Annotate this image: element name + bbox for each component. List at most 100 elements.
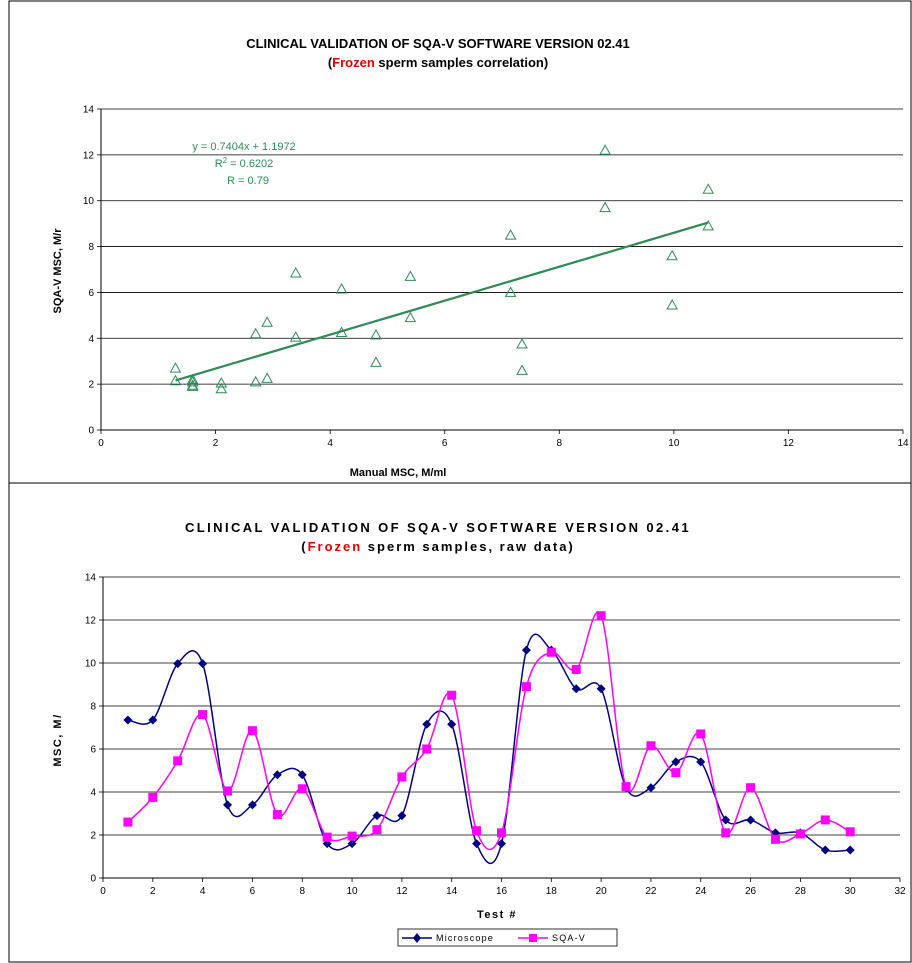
chart1-point [215,382,228,394]
chart1-title-highlight: Frozen [332,55,375,70]
chart2-point-microscope [223,800,233,810]
chart2-point-microscope [173,659,183,669]
chart2-point-microscope [696,757,706,767]
chart2-point-sqa-v [621,782,631,792]
chart2-ytick-label: 12 [85,616,97,627]
chart2-point-microscope [596,684,606,694]
chart1-point [186,379,199,390]
chart2-xtick-label: 6 [250,886,256,897]
chart1-ytick-label: 8 [88,242,94,253]
chart2-point-sqa-v [397,772,407,782]
chart2-ytick-label: 0 [90,874,96,885]
chart2-point-sqa-v [173,756,183,766]
chart2-point-sqa-v [521,682,531,692]
chart2-xtick-label: 4 [200,886,206,897]
chart1-xtick-label: 2 [213,438,219,449]
chart1-point [169,362,182,373]
chart2-xlabel: Test # [477,909,517,921]
chart1-point [666,249,678,261]
chart2-point-sqa-v [746,783,756,793]
chart1-point [404,311,417,323]
chart2-point-sqa-v [123,817,133,827]
chart2-title-line1: CLINICAL VALIDATION OF SQA-V SOFTWARE VE… [185,520,691,535]
chart2-xtick-label: 14 [446,886,458,897]
chart2-point-sqa-v [322,832,332,842]
chart1-xtick-label: 10 [668,438,680,449]
chart1-point [289,266,302,278]
chart2-point-sqa-v [820,815,830,825]
chart2-point-sqa-v [696,729,706,739]
chart2-xtick-label: 24 [695,886,707,897]
chart1-trend-r: R = 0.79 [227,175,269,187]
chart2-point-sqa-v [845,827,855,837]
chart2-xtick-label: 22 [645,886,657,897]
chart1-point [249,327,262,339]
chart2-series-line-microscope [127,633,851,865]
legend-box [397,928,618,947]
chart1-point [504,286,517,297]
chart2-point-sqa-v [272,810,282,820]
chart2-xtick-label: 10 [347,886,359,897]
chart1-point [702,219,715,231]
chart2-xtick-label: 20 [596,886,608,897]
chart2-ylabel: MSC, M/ [52,713,64,766]
chart1-trendline [175,221,709,382]
chart2-ytick-label: 14 [85,573,97,584]
chart1-point [370,328,382,340]
chart1-point [504,229,517,240]
chart2-point-sqa-v [347,831,357,841]
chart1-point [249,375,262,387]
chart2-point-microscope [372,811,382,821]
chart2-point-sqa-v [223,786,233,796]
chart2-xtick-label: 0 [100,886,106,897]
chart2-xtick-label: 12 [396,886,408,897]
legend-microscope-marker [413,933,421,943]
chart2-ytick-label: 6 [90,745,96,756]
chart2-point-microscope [472,839,482,849]
chart2-xtick-label: 28 [795,886,807,897]
chart2-point-microscope [721,815,731,825]
chart2-point-sqa-v [646,741,656,751]
chart2-point-sqa-v [198,710,208,720]
chart1-point [289,331,302,342]
chart2-point-microscope [646,783,656,793]
chart2-point-microscope [297,770,307,780]
chart2-point-microscope [447,719,457,729]
chart1-point [370,356,382,367]
chart2-legend: Microscope SQA-V [397,928,618,947]
chart2-point-microscope [820,845,830,855]
chart1-xtick-label: 4 [327,438,333,449]
chart2-point-sqa-v [795,829,805,839]
chart1-point [599,201,611,213]
chart2-point-sqa-v [447,690,457,700]
chart2-point-microscope [746,815,756,825]
chart1-point [335,326,348,338]
chart2-point-microscope [497,839,506,849]
chart1-xtick-label: 8 [557,438,563,449]
chart2-point-microscope [347,839,357,849]
chart1-title-line1: CLINICAL VALIDATION OF SQA-V SOFTWARE VE… [246,36,630,51]
chart2-ytick-label: 10 [85,659,97,670]
chart1-ytick-label: 2 [88,380,94,391]
chart1-point [169,374,182,386]
chart1-ytick-label: 12 [83,150,95,161]
legend-sqa-label: SQA-V [552,933,586,943]
chart1-xtick-label: 0 [98,438,104,449]
chart2-point-sqa-v [571,664,581,674]
chart2-point-microscope [148,715,158,725]
chart2-point-sqa-v [472,826,482,836]
chart2-point-microscope [521,645,531,655]
chart1-point [404,270,417,281]
chart2-xtick-label: 2 [150,886,156,897]
chart2-point-sqa-v [770,834,780,844]
chart1-point [335,282,348,294]
chart2-point-microscope [247,800,257,810]
chart2-ytick-label: 2 [90,831,96,842]
chart1-title-line2: (Frozen sperm samples correlation) [328,55,548,70]
chart2-point-sqa-v [148,792,158,802]
chart1-xtick-label: 14 [897,438,909,449]
chart1-xlabel: Manual MSC, M/ml [350,467,447,479]
chart2-point-microscope [422,719,432,729]
